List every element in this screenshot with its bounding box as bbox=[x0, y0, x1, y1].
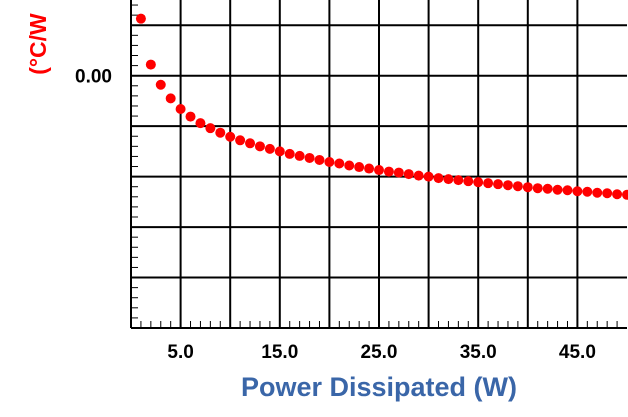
data-point bbox=[592, 187, 603, 198]
data-point bbox=[245, 138, 256, 149]
data-point bbox=[572, 186, 583, 197]
data-point bbox=[304, 152, 315, 163]
tick-labels: 5.0 15.0 25.0 35.0 45.0 0.00 bbox=[75, 67, 596, 363]
data-point bbox=[334, 158, 345, 169]
data-point bbox=[552, 184, 563, 195]
data-point bbox=[542, 183, 553, 194]
data-point bbox=[532, 183, 543, 194]
data-series bbox=[135, 13, 628, 200]
data-point bbox=[582, 186, 593, 197]
data-point bbox=[612, 189, 623, 200]
data-point bbox=[235, 135, 246, 146]
data-point bbox=[145, 59, 156, 70]
data-point bbox=[324, 156, 335, 167]
data-point bbox=[512, 181, 523, 192]
data-point bbox=[453, 175, 464, 186]
data-point bbox=[344, 160, 355, 171]
data-point bbox=[493, 179, 504, 190]
data-point bbox=[354, 162, 365, 173]
data-point bbox=[602, 188, 613, 199]
grid bbox=[131, 0, 627, 328]
data-point bbox=[393, 167, 404, 178]
data-point bbox=[413, 170, 424, 181]
data-point bbox=[264, 143, 275, 154]
data-point bbox=[483, 178, 494, 189]
x-tick-label: 25.0 bbox=[361, 342, 398, 363]
data-point bbox=[274, 146, 285, 157]
data-point bbox=[205, 123, 216, 134]
data-point bbox=[294, 150, 305, 161]
data-point bbox=[254, 141, 265, 152]
y-tick-label: 0.00 bbox=[75, 67, 112, 88]
data-point bbox=[314, 154, 325, 165]
data-point bbox=[175, 103, 186, 114]
data-point bbox=[383, 166, 394, 177]
data-point bbox=[463, 176, 474, 187]
x-tick-label: 35.0 bbox=[460, 342, 497, 363]
data-point bbox=[622, 189, 628, 200]
x-tick-label: 15.0 bbox=[261, 342, 298, 363]
data-point bbox=[364, 163, 375, 174]
data-point bbox=[225, 131, 236, 142]
data-point bbox=[185, 111, 196, 122]
data-point bbox=[284, 148, 295, 159]
axes bbox=[130, 0, 627, 329]
minor-ticks bbox=[131, 4, 618, 328]
data-point bbox=[502, 180, 513, 191]
data-point bbox=[374, 165, 384, 176]
data-point bbox=[215, 127, 226, 138]
data-point bbox=[155, 79, 166, 90]
data-point bbox=[423, 171, 434, 182]
data-point bbox=[522, 182, 533, 193]
data-point bbox=[443, 174, 454, 185]
y-axis-label: (°C/W bbox=[25, 13, 51, 75]
data-point bbox=[403, 169, 414, 180]
data-point bbox=[165, 93, 176, 104]
data-point bbox=[473, 177, 484, 188]
x-tick-label: 5.0 bbox=[167, 342, 193, 363]
x-axis-label: Power Dissipated (W) bbox=[241, 372, 517, 402]
data-point bbox=[195, 118, 206, 129]
data-point bbox=[562, 185, 573, 196]
data-point bbox=[135, 13, 146, 24]
x-tick-label: 45.0 bbox=[559, 342, 596, 363]
data-point bbox=[433, 173, 444, 184]
